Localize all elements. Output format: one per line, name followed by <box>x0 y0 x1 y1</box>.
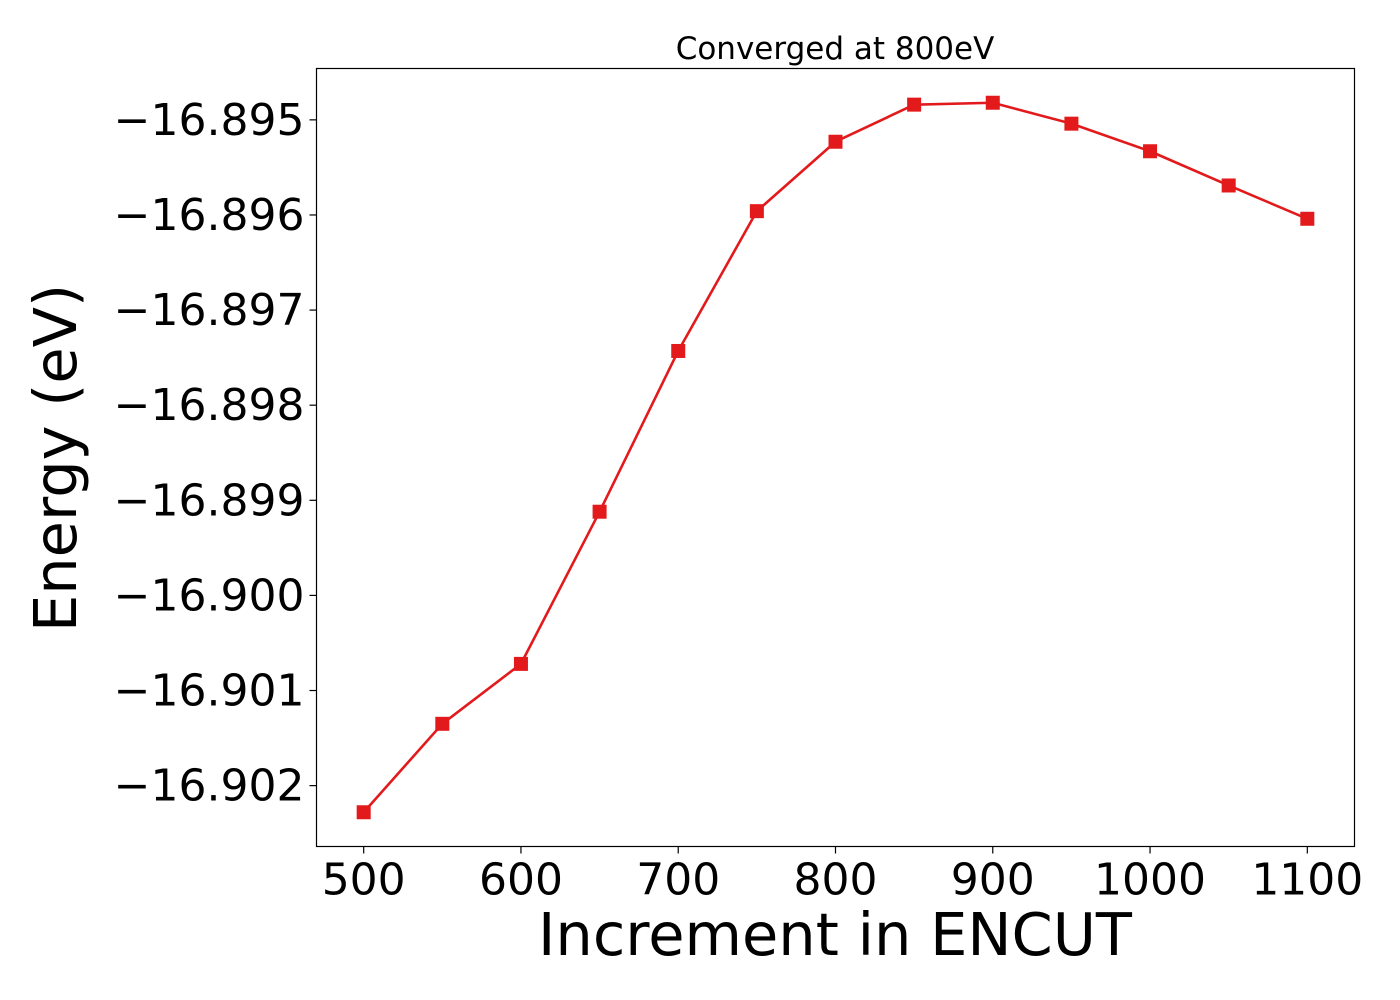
x-tick-label: 600 <box>479 855 563 906</box>
y-axis: −16.902 −16.901 −16.900 −16.899 −16.898 −16.8… <box>114 95 317 812</box>
data-point-marker <box>828 134 843 149</box>
x-tick-label: 1100 <box>1251 855 1363 906</box>
data-point-marker <box>1221 178 1236 193</box>
data-point-marker <box>1064 116 1079 131</box>
y-tick-label: −16.896 <box>114 190 305 241</box>
series-layer <box>356 95 1315 820</box>
data-point-marker <box>985 95 1000 110</box>
y-tick-label: −16.899 <box>114 475 305 526</box>
data-point-marker <box>749 204 764 219</box>
x-tick-label: 800 <box>794 855 878 906</box>
x-tick-label: 900 <box>951 855 1035 906</box>
y-tick-label: −16.902 <box>114 761 305 812</box>
y-tick-label: −16.898 <box>114 380 305 431</box>
y-tick-label: −16.900 <box>114 570 305 621</box>
data-point-marker <box>671 343 686 358</box>
y-tick-label: −16.895 <box>114 95 305 146</box>
plot-frame <box>315 67 1356 848</box>
data-point-marker <box>907 97 922 112</box>
chart-title: Converged at 800eV <box>676 31 995 67</box>
y-tick-label: −16.901 <box>114 666 305 717</box>
data-point-marker <box>435 716 450 731</box>
data-point-marker <box>1300 211 1315 226</box>
data-point-marker <box>592 504 607 519</box>
x-tick-label: 700 <box>636 855 720 906</box>
x-tick-label: 1000 <box>1094 855 1206 906</box>
data-point-marker <box>513 656 528 671</box>
x-axis: 500 600 700 800 900 1000 1100 <box>322 846 1363 906</box>
x-axis-title: Increment in ENCUT <box>538 900 1133 969</box>
x-tick-label: 500 <box>322 855 406 906</box>
data-point-marker <box>356 805 371 820</box>
data-point-marker <box>1143 144 1158 159</box>
y-axis-title: Energy (eV) <box>21 284 90 632</box>
y-tick-label: −16.897 <box>114 285 305 336</box>
series-line <box>362 101 1308 814</box>
